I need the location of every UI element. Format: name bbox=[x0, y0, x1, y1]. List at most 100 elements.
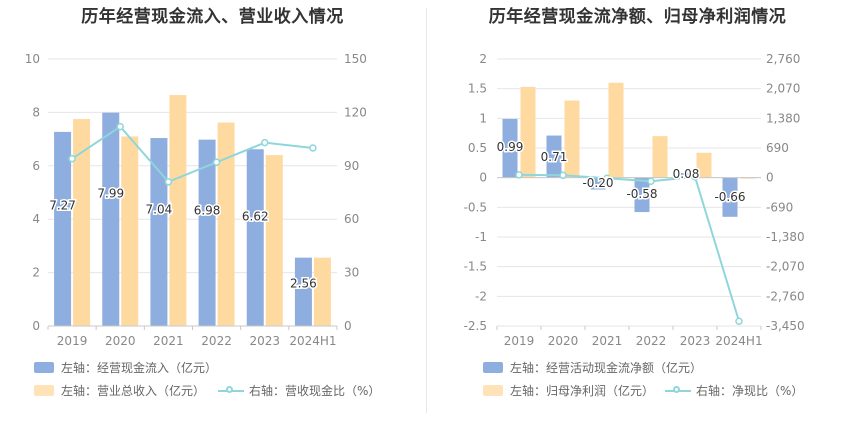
bar-series1 bbox=[246, 149, 264, 326]
bar-data-label: 2.56 bbox=[290, 277, 317, 291]
left-axis-tick-label: -2.5 bbox=[464, 319, 487, 333]
bar-series2 bbox=[121, 136, 139, 326]
bar-data-label: 6.62 bbox=[242, 209, 269, 223]
line-point bbox=[116, 122, 124, 131]
legend-item-net-profit[interactable]: 左轴：归母净利润（亿元） bbox=[483, 383, 654, 399]
right-chart-panel: 历年经营现金流净额、归母净利润情况 -2.5 -2 -1.5 -1 -0.5 0 0.5 1 1… bbox=[425, 0, 850, 437]
left-axis-tick-label: -1 bbox=[475, 230, 487, 244]
left-axis-tick-label: 8 bbox=[32, 105, 40, 119]
left-axis-tick-label: -2 bbox=[475, 289, 487, 303]
bar-data-label: -0.20 bbox=[582, 176, 613, 190]
left-chart-panel: 历年经营现金流入、营业收入情况 0 2 4 6 8 10 0 30 60 90 120 150 2019… bbox=[25, 7, 381, 399]
legend-swatch-orange bbox=[34, 385, 54, 396]
legend-item-cash-inflow[interactable]: 左轴：经营现金流入（亿元） bbox=[34, 360, 217, 376]
legend-label: 左轴：营业总收入（亿元） bbox=[61, 384, 206, 398]
line-series3 bbox=[71, 125, 314, 184]
legend-item-revenue[interactable]: 左轴：营业总收入（亿元） bbox=[34, 383, 205, 399]
legend-line-icon bbox=[665, 385, 691, 397]
line-point bbox=[735, 317, 743, 326]
line-point bbox=[603, 174, 611, 182]
line-point bbox=[164, 178, 173, 186]
right-axis-tick-label: 30 bbox=[344, 266, 359, 280]
line-point bbox=[309, 144, 317, 152]
chart-title: 历年经营现金流净额、归母净利润情况 bbox=[488, 7, 787, 27]
bar-series2 bbox=[217, 122, 235, 327]
legend-label: 左轴：经营活动现金流净额（亿元） bbox=[510, 361, 703, 375]
legend-item-net-cash-ratio[interactable]: 右轴：净现比（%） bbox=[665, 383, 803, 399]
right-axis-tick-label: 2,760 bbox=[766, 52, 800, 66]
x-axis-tick-label: 2024H1 bbox=[715, 334, 762, 348]
bar-series1 bbox=[150, 138, 168, 326]
left-chart-plot: 0 2 4 6 8 10 0 30 60 90 120 150 2019 2020 2021 2022 2023… bbox=[25, 52, 367, 348]
right-axis-tick-label: -2,070 bbox=[766, 260, 805, 274]
bar-series1 bbox=[722, 177, 738, 217]
bar-data-label: -0.58 bbox=[626, 187, 657, 201]
left-axis-tick-label: 0 bbox=[32, 319, 40, 333]
bar-series1 bbox=[102, 112, 120, 327]
left-axis-tick-label: 2 bbox=[479, 52, 487, 66]
right-axis-tick-label: -690 bbox=[766, 200, 793, 214]
bar-series1 bbox=[294, 257, 312, 326]
left-axis-tick-label: 2 bbox=[32, 266, 40, 280]
left-axis-tick-label: 6 bbox=[32, 159, 40, 173]
left-axis-tick-label: 4 bbox=[32, 212, 40, 226]
bar-data-label: 7.27 bbox=[49, 199, 76, 213]
line-point bbox=[559, 171, 567, 180]
left-axis-tick-label: -0.5 bbox=[464, 200, 487, 214]
bar-data-label: 0.99 bbox=[497, 140, 524, 154]
line-point bbox=[647, 177, 655, 185]
legend-label: 左轴：经营现金流入（亿元） bbox=[61, 361, 218, 375]
bar-data-label: -0.66 bbox=[714, 190, 745, 204]
line-point bbox=[261, 138, 269, 147]
right-axis-tick-label: -1,380 bbox=[766, 230, 805, 244]
bar-data-label: 0.08 bbox=[673, 167, 700, 181]
right-axis-tick-label: -3,450 bbox=[766, 319, 805, 333]
right-chart-plot: -2.5 -2 -1.5 -1 -0.5 0 0.5 1 1.5 2 -3,450 -2,760 -2,… bbox=[464, 52, 805, 348]
right-axis-tick-label: 90 bbox=[344, 159, 359, 173]
bar-data-label: 0.71 bbox=[541, 150, 568, 164]
right-axis-tick-label: 690 bbox=[766, 141, 789, 155]
left-axis-tick-label: 10 bbox=[25, 52, 40, 66]
bar-series2 bbox=[265, 155, 283, 326]
right-axis-tick-label: 0 bbox=[344, 319, 352, 333]
legend-item-cash-ratio[interactable]: 右轴：营收现金比（%） bbox=[218, 383, 380, 399]
bar-data-label: 7.04 bbox=[146, 202, 173, 216]
x-axis-tick-label: 2022 bbox=[636, 334, 667, 348]
legend-swatch-blue bbox=[34, 362, 54, 373]
line-series3 bbox=[518, 173, 740, 322]
right-axis-tick-label: -2,760 bbox=[766, 289, 805, 303]
bar-series1 bbox=[590, 177, 606, 190]
bar-series1 bbox=[54, 131, 72, 326]
x-axis-tick-label: 2019 bbox=[57, 334, 88, 348]
panel-divider bbox=[426, 8, 427, 413]
bar-data-label: 7.99 bbox=[97, 187, 124, 201]
bar-series2 bbox=[564, 100, 580, 178]
bar-series1 bbox=[198, 139, 216, 326]
bar-series1 bbox=[634, 177, 650, 213]
legend-swatch-orange bbox=[483, 385, 503, 396]
bar-series2 bbox=[313, 257, 331, 326]
x-axis-tick-label: 2023 bbox=[680, 334, 711, 348]
line-point bbox=[212, 158, 221, 166]
legend-label: 右轴：净现比（%） bbox=[696, 384, 804, 398]
chart-title: 历年经营现金流入、营业收入情况 bbox=[81, 7, 344, 27]
bar-series2 bbox=[169, 95, 187, 326]
line-point bbox=[68, 154, 76, 163]
legend-label: 右轴：营收现金比（%） bbox=[249, 384, 381, 398]
line-point bbox=[515, 171, 523, 179]
bar-series1 bbox=[678, 172, 694, 178]
legend-label: 左轴：归母净利润（亿元） bbox=[510, 384, 655, 398]
right-axis-tick-label: 120 bbox=[344, 105, 367, 119]
right-axis-tick-label: 150 bbox=[344, 52, 367, 66]
legend-item-net-cash-flow[interactable]: 左轴：经营活动现金流净额（亿元） bbox=[483, 360, 702, 376]
left-axis-tick-label: 0 bbox=[479, 171, 487, 185]
bar-series1 bbox=[502, 118, 518, 178]
bar-series1 bbox=[546, 135, 562, 178]
right-axis-tick-label: 0 bbox=[766, 171, 774, 185]
line-point bbox=[691, 173, 699, 181]
left-axis-tick-label: 0.5 bbox=[468, 141, 487, 155]
x-axis-tick-label: 2021 bbox=[592, 334, 623, 348]
left-axis-tick-label: 1 bbox=[479, 111, 487, 125]
x-axis-tick-label: 2024H1 bbox=[289, 334, 336, 348]
